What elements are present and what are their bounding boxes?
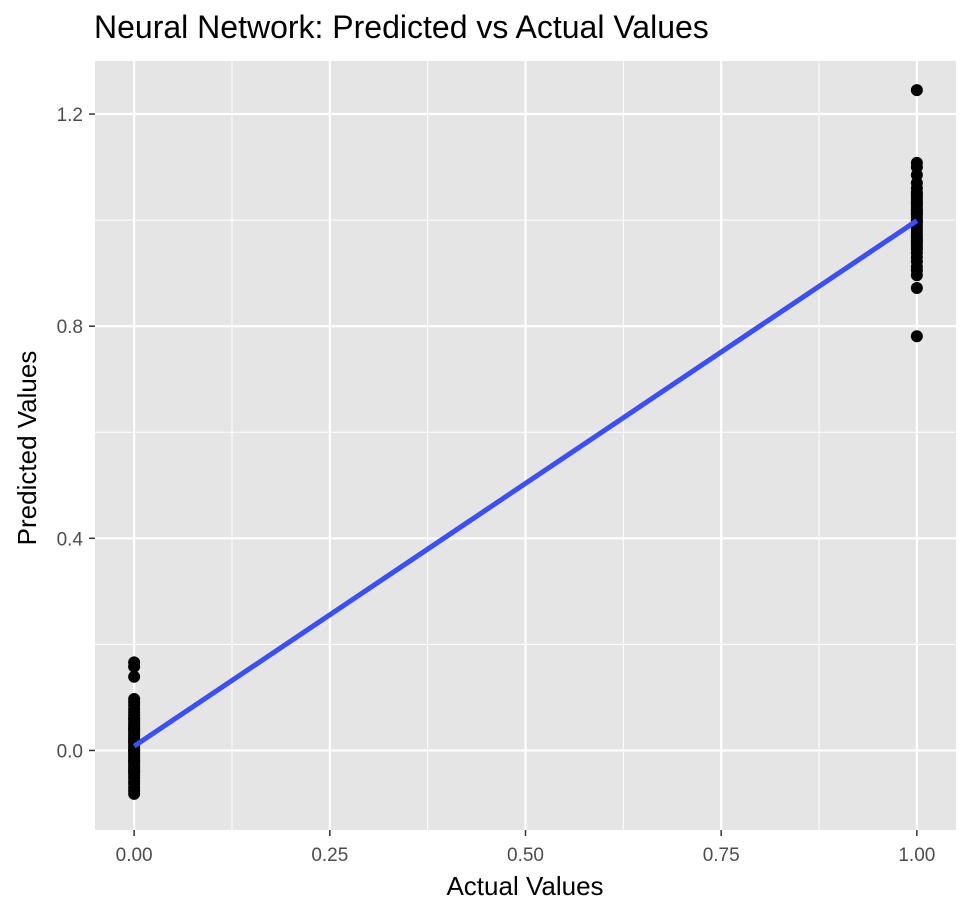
data-point [128,765,141,778]
x-tick-label: 0.75 [703,845,740,866]
data-point [128,660,141,673]
data-points [128,84,923,800]
chart-title: Neural Network: Predicted vs Actual Valu… [94,9,709,45]
x-tick-label: 0.50 [507,845,544,866]
data-point [128,787,141,800]
x-tick-label: 0.00 [116,845,153,866]
data-point [910,281,923,294]
y-axis-title: Predicted Values [12,351,42,546]
data-point [128,670,141,683]
x-tick-label: 1.00 [898,845,935,866]
data-point [910,84,923,97]
y-tick-label: 0.4 [57,529,84,550]
grid-major [95,61,956,830]
x-axis-title: Actual Values [446,871,603,901]
x-tick-label: 0.25 [311,845,348,866]
y-axis: 0.0 0.4 0.8 1.2 [57,105,95,762]
data-point [910,204,923,217]
data-point [128,723,141,736]
x-axis: 0.00 0.25 0.50 0.75 1.00 [116,830,935,866]
data-point [910,269,923,282]
data-point [128,712,141,725]
y-tick-label: 1.2 [57,105,83,126]
data-point [128,744,141,757]
data-point [910,330,923,343]
fit-line-group [132,218,919,749]
data-point [910,188,923,201]
data-point [910,234,923,247]
y-tick-label: 0.8 [57,317,83,338]
fit-line [132,218,919,749]
y-tick-label: 0.0 [57,741,83,762]
data-point [128,755,141,768]
